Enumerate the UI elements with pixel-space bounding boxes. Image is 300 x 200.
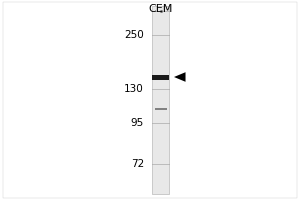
Bar — [152, 74, 169, 79]
Bar — [154, 108, 166, 110]
Text: 250: 250 — [124, 30, 144, 40]
Bar — [152, 6, 169, 194]
Text: 95: 95 — [131, 118, 144, 128]
Text: CEM: CEM — [148, 4, 173, 14]
Text: 72: 72 — [131, 159, 144, 169]
Text: 130: 130 — [124, 84, 144, 94]
Polygon shape — [174, 72, 185, 82]
